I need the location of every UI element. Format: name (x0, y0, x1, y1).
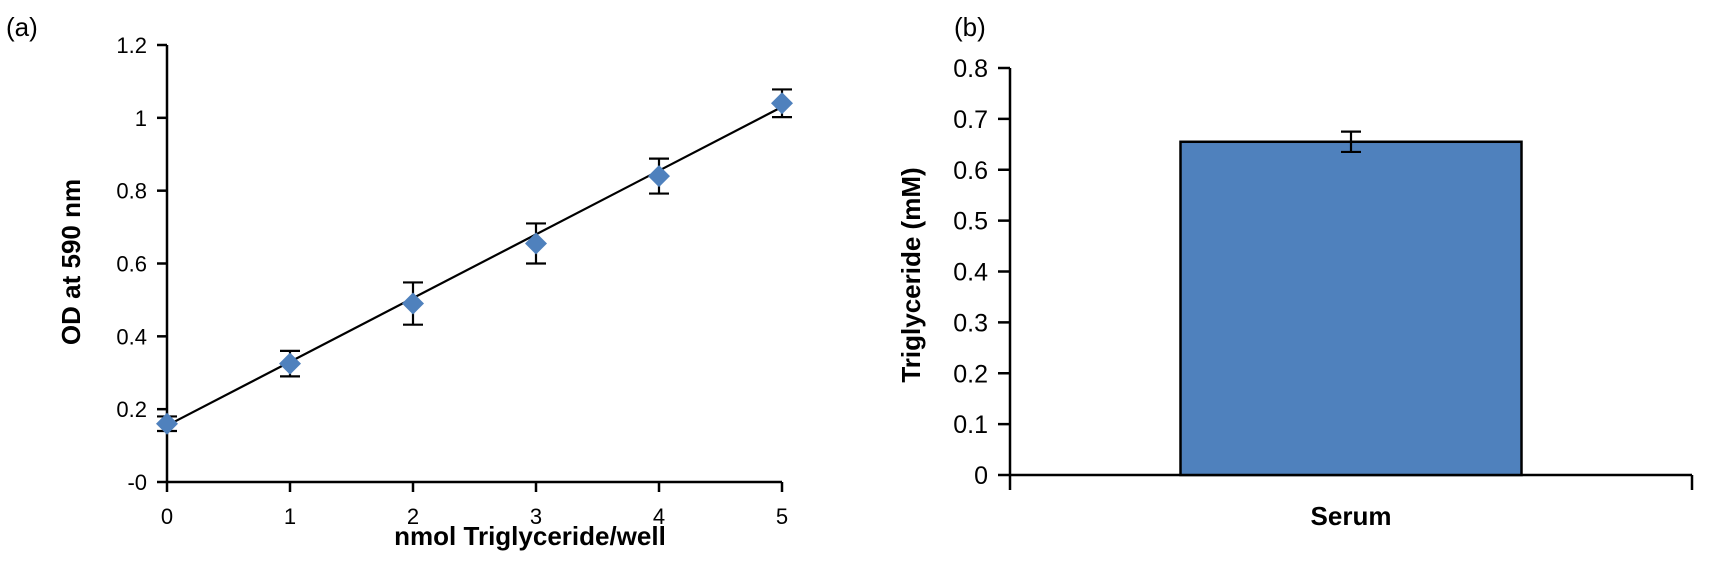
panel-a-marker (648, 165, 670, 188)
panel-b-category-label: Serum (1311, 501, 1392, 531)
panel-a-data-point (771, 88, 793, 119)
panel-a-data-point (279, 349, 301, 378)
panel-b-y-tick-label: 0.2 (953, 360, 988, 388)
panel-b-error-bar (1341, 130, 1361, 154)
panel-b-y-tick-label: 0.3 (953, 309, 988, 337)
panel-a-marker (279, 352, 301, 375)
panel-a-marker (156, 412, 178, 435)
panel-b-y-tick-label: 0.5 (953, 208, 988, 236)
panel-a-x-tick-label: 4 (653, 504, 665, 529)
panel-a-x-tick-label: 5 (776, 504, 788, 529)
panel-b: (b) 0 0.1 0.2 0.3 0.4 0.5 0.6 0.7 0.8 Serum Trig… (896, 12, 1694, 531)
panel-a-y-tick-label: -0 (127, 470, 147, 495)
panel-a-x-tick-label: 3 (530, 504, 542, 529)
panel-a-label: (a) (6, 12, 38, 42)
panel-a-trendline (166, 105, 783, 427)
panel-b-y-tick-label: 0.4 (953, 259, 988, 287)
panel-a-marker (771, 92, 793, 115)
panel-a-data-point (525, 222, 547, 265)
panel-b-y-tick-label: 0.8 (953, 55, 988, 83)
panel-a-y-tick-label: 0.4 (116, 324, 147, 349)
panel-a-y-tick-label: 1.2 (116, 33, 147, 58)
panel-a-marker (525, 232, 547, 255)
panel-a-x-axis-title: nmol Triglyceride/well (394, 521, 666, 551)
panel-b-y-tick-label: 0.7 (953, 106, 988, 134)
panel-a-data-point (156, 412, 178, 435)
panel-b-y-tick-label: 0.6 (953, 157, 988, 185)
panel-a-data-point (402, 281, 424, 326)
panel-a: (a) -0 0.2 0.4 0.6 0.8 1 1.2 0 1 2 3 4 5 OD at 590 … (6, 12, 793, 551)
panel-b-y-tick-label: 0.1 (953, 411, 988, 439)
panel-a-y-tick-label: 0.8 (116, 179, 147, 204)
panel-a-y-tick-label: 0.2 (116, 397, 147, 422)
panel-a-y-tick-label: 1 (135, 106, 147, 131)
panel-a-y-tick-label: 0.6 (116, 252, 147, 277)
panel-a-x-tick-label: 0 (161, 504, 173, 529)
panel-b-bar (1179, 140, 1523, 477)
panel-b-y-tick-label: 0 (974, 462, 988, 490)
panel-b-y-axis-title: Triglyceride (mM) (896, 167, 926, 382)
panel-b-label: (b) (954, 12, 986, 42)
panel-a-x-tick-label: 1 (284, 504, 296, 529)
panel-a-marker (402, 292, 424, 315)
panel-a-y-axis-title: OD at 590 nm (56, 179, 86, 345)
panel-a-data-point (648, 157, 670, 195)
panel-a-x-tick-label: 2 (407, 504, 419, 529)
